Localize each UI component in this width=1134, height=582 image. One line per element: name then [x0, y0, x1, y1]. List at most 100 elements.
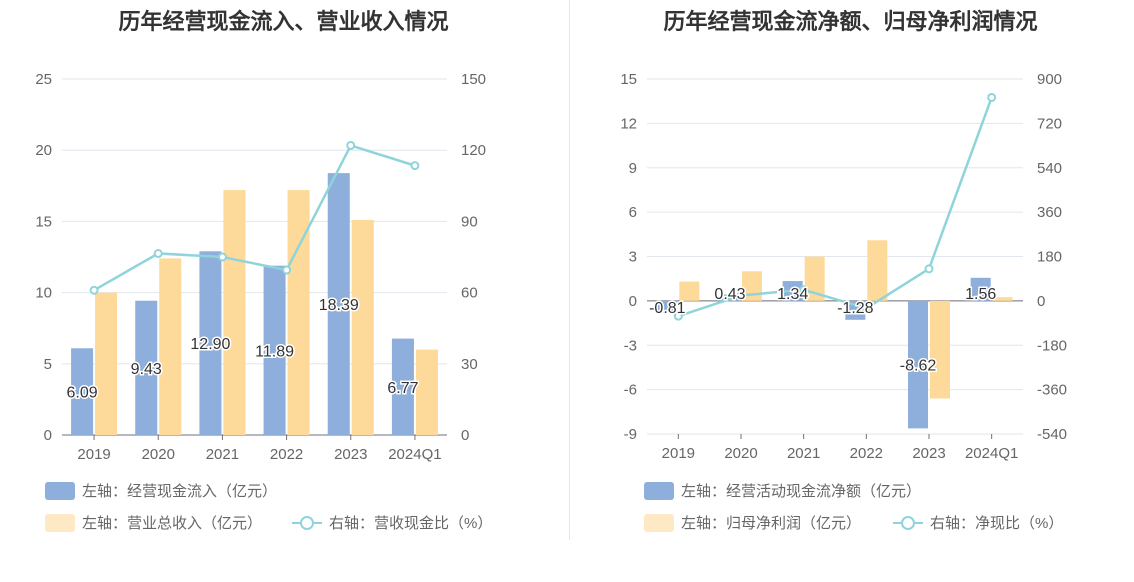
y-left-tick-label: 0 — [44, 427, 52, 444]
x-tick-label: 2024Q1 — [388, 446, 441, 463]
bar-data-label: 1.56 — [965, 286, 996, 303]
bar-data-label: -8.62 — [900, 358, 937, 375]
ratio-point — [673, 311, 683, 321]
y-left-tick-label: 15 — [35, 213, 52, 230]
ratio-point — [987, 92, 997, 102]
ratio-point — [217, 252, 227, 262]
y-right-tick-label: 120 — [461, 142, 486, 159]
bar-series-2 — [679, 281, 700, 301]
bar-data-label: 6.09 — [67, 385, 98, 402]
legend-swatch — [45, 481, 75, 500]
ratio-point — [153, 248, 163, 258]
bar-data-label: 18.39 — [319, 297, 359, 314]
bar-series-1 — [327, 173, 350, 435]
chart-title: 历年经营现金流净额、归母净利润情况 — [663, 9, 1038, 34]
bar-series-2 — [930, 300, 950, 399]
ratio-point — [89, 285, 99, 295]
y-left-tick-label: 10 — [35, 285, 52, 302]
legend-item-cash-inflow[interactable]: 左轴：经营现金流入（亿元） — [45, 480, 277, 501]
legend-item-net-profit[interactable]: 左轴：归母净利润（亿元） — [644, 512, 861, 533]
y-right-tick-label: 720 — [1037, 115, 1062, 132]
chart-panel-right: 历年经营现金流净额、归母净利润情况 -9 -6 -3 0 3 6 9 12 15 -540 -360… — [567, 0, 1134, 582]
x-tick-label: 2020 — [142, 446, 175, 463]
legend-label: 右轴：营收现金比（%） — [329, 515, 493, 532]
y-left-tick-label: 12 — [620, 115, 637, 132]
legend-item-net-cash-ratio[interactable]: 右轴：净现比（%） — [893, 512, 1063, 533]
chart-plot-left: 0 5 10 15 20 25 0 30 60 90 120 150 2019 2020 2021 2022 2… — [35, 71, 486, 463]
bar-series-1 — [970, 277, 991, 301]
ratio-point — [410, 161, 420, 171]
y-left-tick-label: 3 — [629, 249, 637, 266]
chart-title: 历年经营现金流入、营业收入情况 — [118, 9, 449, 34]
bar-data-label: 12.90 — [190, 336, 230, 353]
y-right-tick-label: -360 — [1037, 382, 1067, 399]
legend-swatch — [644, 481, 674, 500]
bar-series-1 — [391, 338, 414, 435]
y-left-tick-label: 9 — [629, 160, 637, 177]
legend-label: 左轴：归母净利润（亿元） — [681, 515, 862, 532]
x-tick-label: 2024Q1 — [965, 445, 1018, 462]
bar-series-1 — [263, 265, 286, 435]
panel-divider — [569, 0, 570, 540]
legend-swatch — [644, 513, 674, 532]
y-left-tick-label: -9 — [624, 426, 637, 443]
y-left-tick-label: -6 — [624, 382, 637, 399]
x-tick-label: 2022 — [270, 446, 303, 463]
x-tick-label: 2023 — [912, 445, 945, 462]
x-tick-label: 2021 — [206, 446, 239, 463]
legend-item-net-cash-flow[interactable]: 左轴：经营活动现金流净额（亿元） — [644, 480, 921, 501]
ratio-point — [924, 264, 934, 274]
ratio-point — [346, 140, 356, 150]
bar-data-label: 11.89 — [255, 343, 294, 360]
ratio-line — [677, 97, 993, 318]
legend-line-marker — [893, 514, 923, 532]
legend-label: 右轴：净现比（%） — [930, 515, 1064, 532]
y-left-tick-label: 0 — [629, 293, 637, 310]
y-right-tick-label: 0 — [1037, 293, 1045, 310]
y-right-tick-label: 150 — [461, 71, 486, 88]
bar-series-2 — [992, 297, 1013, 301]
y-right-tick-label: -180 — [1037, 337, 1067, 354]
bar-series-1 — [908, 300, 928, 429]
legend-line-marker — [292, 514, 322, 532]
y-right-tick-label: 0 — [461, 427, 469, 444]
bar-data-label: 0.43 — [714, 286, 745, 303]
bar-series-1 — [657, 300, 678, 313]
ratio-line — [93, 143, 416, 292]
y-left-tick-label: 6 — [629, 204, 637, 221]
x-tick-label: 2019 — [77, 446, 110, 463]
bar-series-1 — [720, 294, 740, 301]
x-tick-label: 2021 — [787, 445, 820, 462]
bar-series-2 — [287, 190, 310, 435]
y-right-tick-label: 540 — [1037, 160, 1062, 177]
x-tick-label: 2023 — [334, 446, 367, 463]
y-left-tick-label: 5 — [44, 356, 52, 373]
bar-series-1 — [71, 348, 94, 435]
bar-series-2 — [223, 190, 246, 435]
ratio-point — [736, 290, 746, 300]
bar-data-label: 1.34 — [777, 286, 808, 303]
y-left-tick-label: 20 — [35, 142, 52, 159]
y-right-tick-label: -540 — [1037, 426, 1067, 443]
legend-item-cash-revenue-ratio[interactable]: 右轴：营收现金比（%） — [292, 512, 492, 533]
bar-data-label: 6.77 — [387, 380, 418, 397]
bar-series-1 — [199, 251, 222, 435]
legend-swatch — [45, 513, 75, 532]
y-right-tick-label: 900 — [1037, 71, 1062, 88]
ratio-point — [282, 265, 292, 275]
y-right-tick-label: 90 — [461, 213, 478, 230]
legend-label: 左轴：经营活动现金流净额（亿元） — [681, 483, 922, 500]
ratio-point — [799, 285, 809, 295]
y-right-tick-label: 360 — [1037, 204, 1062, 221]
legend-label: 左轴：经营现金流入（亿元） — [82, 483, 278, 500]
y-right-tick-label: 60 — [461, 285, 478, 302]
bar-series-2 — [95, 292, 118, 435]
legend-label: 左轴：营业总收入（亿元） — [82, 515, 263, 532]
bar-series-2 — [804, 256, 825, 301]
bar-series-2 — [867, 240, 888, 301]
chart-panel-left: 历年经营现金流入、营业收入情况 0 5 10 15 20 25 0 30 60 90 120 150 2… — [35, 9, 492, 533]
legend-item-revenue[interactable]: 左轴：营业总收入（亿元） — [45, 512, 262, 533]
ratio-point — [861, 303, 871, 313]
chart-plot-right: -9 -6 -3 0 3 6 9 12 15 -540 -360 -180 0 180 360 540 720 9… — [620, 71, 1067, 462]
y-left-tick-label: 15 — [620, 71, 637, 88]
